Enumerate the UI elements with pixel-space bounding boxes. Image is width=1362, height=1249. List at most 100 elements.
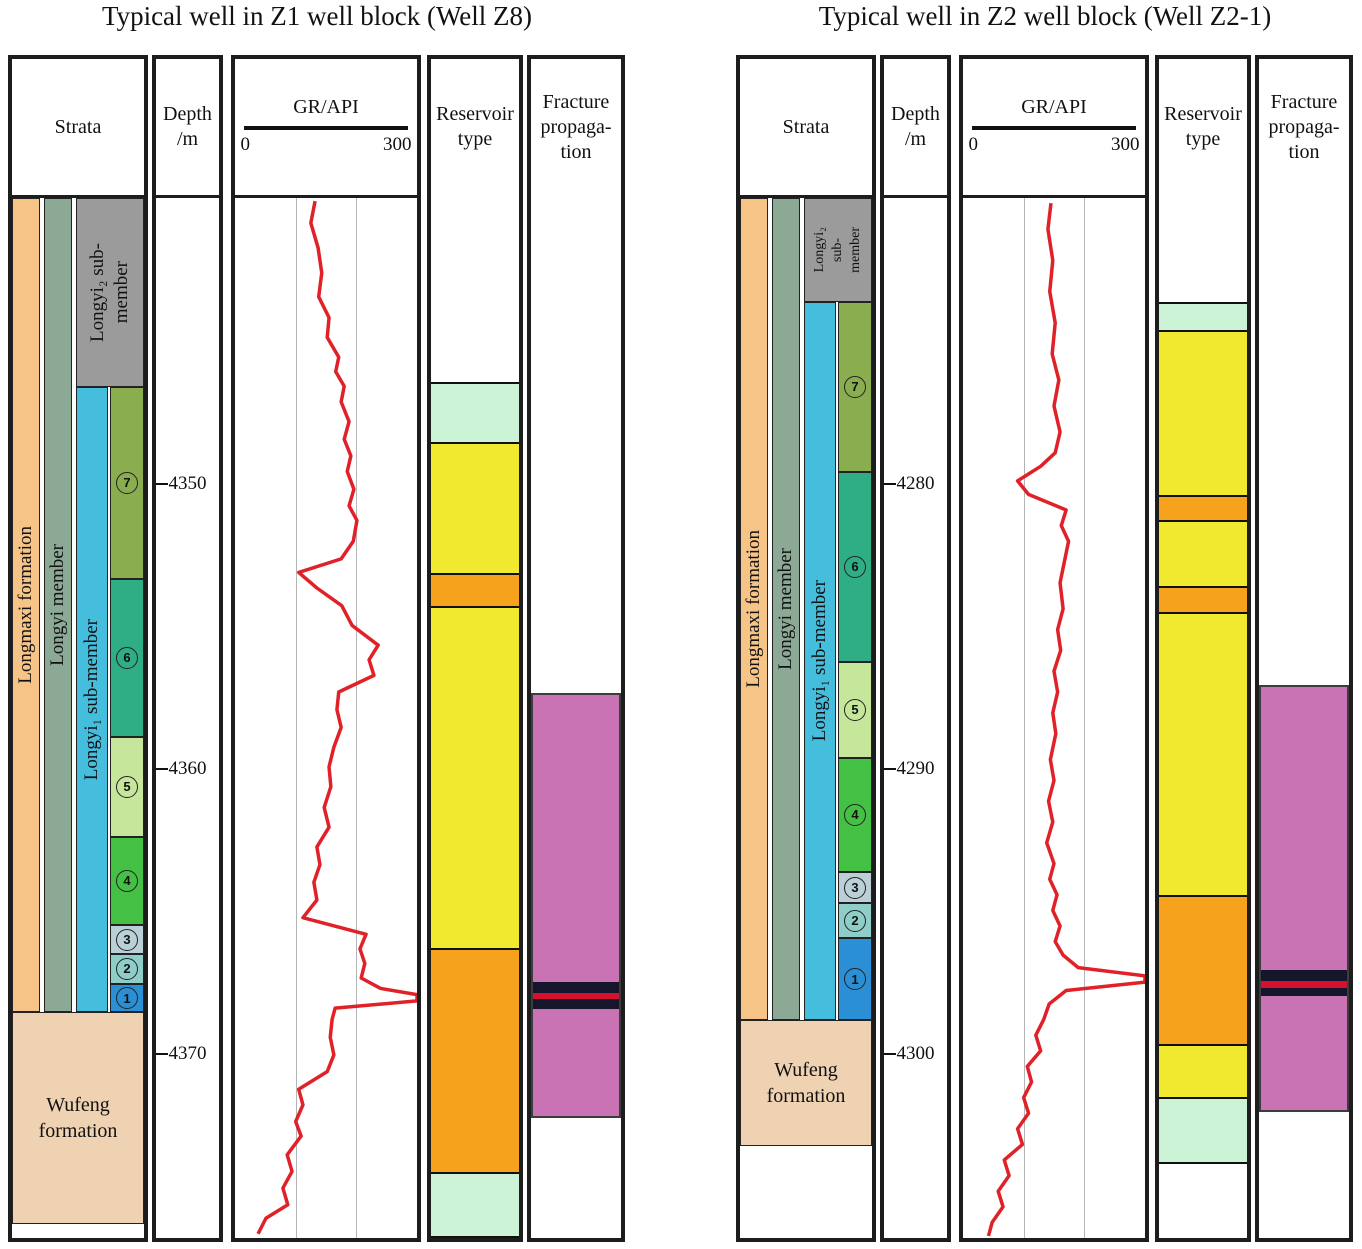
strata-label: Wufeng formation bbox=[767, 1057, 846, 1109]
strata-label-line: Wufeng bbox=[774, 1059, 838, 1082]
fracture-band bbox=[533, 992, 619, 1000]
layer-number: 7 bbox=[843, 375, 866, 398]
strata-label: Longyi member bbox=[775, 548, 797, 670]
wufeng-formation: Wufeng formation bbox=[740, 1019, 872, 1147]
gr-scale-line bbox=[972, 126, 1136, 130]
fracture-band bbox=[533, 981, 619, 993]
layer-5: 5 bbox=[837, 661, 872, 758]
fracture-header-line2: propaga- bbox=[1268, 115, 1340, 138]
strata-label-line: Longyi₂ sub- bbox=[87, 242, 108, 342]
depth-column: Depth /m 4350 4360 4370 bbox=[152, 55, 223, 1242]
fracture-band bbox=[1261, 686, 1347, 971]
reservoir-band bbox=[1159, 1096, 1247, 1165]
layer-number: 6 bbox=[843, 555, 866, 578]
depth-label: 4350 bbox=[168, 473, 207, 494]
reservoir-header-line2: type bbox=[457, 128, 493, 150]
gr-max-label: 300 bbox=[383, 134, 412, 155]
strata-label-line: Longyi₂ bbox=[812, 227, 827, 273]
well-panel-z1: Typical well in Z1 well block (Well Z8) … bbox=[8, 0, 626, 1249]
strata-body: Longmaxi formation Longyi member Longyi₂ s… bbox=[12, 198, 144, 1238]
strata-label-line: formation bbox=[766, 1085, 846, 1108]
strata-body: Longmaxi formation Longyi member Longyi₂ su… bbox=[740, 198, 872, 1238]
depth-header-line1: Depth bbox=[163, 103, 212, 125]
reservoir-band bbox=[1159, 302, 1247, 331]
layer-7: 7 bbox=[837, 302, 872, 472]
reservoir-header-line2: type bbox=[1185, 128, 1221, 150]
fracture-header-line2: propaga- bbox=[540, 115, 612, 138]
strata-label: Longyi₁ sub-member bbox=[809, 580, 831, 741]
reservoir-band bbox=[431, 573, 519, 606]
depth-tick bbox=[884, 483, 896, 485]
strata-label-line: Wufeng bbox=[46, 1094, 110, 1117]
fracture-band bbox=[533, 999, 619, 1009]
gr-axis-title: GR/API bbox=[1021, 96, 1087, 118]
reservoir-header-line1: Reservoir bbox=[436, 103, 514, 125]
strata-label-line: member bbox=[848, 227, 863, 273]
reservoir-column: Reservoir type bbox=[1155, 55, 1251, 1242]
wufeng-formation: Wufeng formation bbox=[12, 1012, 144, 1225]
depth-label: 4280 bbox=[896, 473, 935, 494]
fracture-header-line1: Fracture bbox=[542, 90, 610, 113]
depth-tick bbox=[156, 1052, 168, 1055]
gr-max-label: 300 bbox=[1111, 134, 1140, 155]
panel-title: Typical well in Z1 well block (Well Z8) bbox=[101, 1, 533, 31]
panel-title: Typical well in Z2 well block (Well Z2-1… bbox=[818, 1, 1272, 31]
layer-number: 4 bbox=[843, 803, 866, 826]
fracture-stack bbox=[531, 693, 621, 1119]
fracture-body bbox=[531, 198, 621, 1238]
layer-number: 4 bbox=[115, 869, 138, 892]
strata-label-line: Longmaxi formation bbox=[14, 526, 36, 685]
depth-body: 4280 4290 4300 bbox=[884, 198, 947, 1238]
strata-label-line: Longmaxi formation bbox=[742, 529, 764, 688]
depth-tick bbox=[156, 483, 168, 485]
longyi1-sub-member: Longyi₁ sub-member bbox=[804, 302, 836, 1020]
fracture-header: Fracture propaga- tion bbox=[1259, 59, 1349, 198]
layer-1: 1 bbox=[837, 938, 872, 1020]
gr-scale-ends: 0 300 bbox=[240, 133, 411, 157]
depth-header-line1: Depth bbox=[891, 103, 940, 125]
strata-column: Strata Longmaxi formation Longyi member Lo… bbox=[736, 55, 876, 1242]
reservoir-band bbox=[1159, 520, 1247, 586]
gr-scale-ends: 0 300 bbox=[968, 133, 1139, 157]
depth-header-line2: /m bbox=[904, 128, 927, 150]
layer-number: 2 bbox=[115, 957, 138, 980]
strata-label: Longmaxi formation bbox=[743, 530, 765, 688]
layer-6: 6 bbox=[109, 578, 144, 737]
fracture-header-line3: tion bbox=[560, 140, 592, 163]
strata-label: Longyi member bbox=[47, 544, 69, 666]
reservoir-body bbox=[431, 198, 519, 1238]
layer-3: 3 bbox=[837, 871, 872, 904]
strata-header: Strata bbox=[740, 59, 872, 198]
depth-label: 4290 bbox=[896, 757, 935, 779]
longyi-member: Longyi member bbox=[43, 198, 72, 1013]
reservoir-band bbox=[431, 605, 519, 948]
gr-min-label: 0 bbox=[968, 134, 978, 155]
fracture-header-line3: tion bbox=[1288, 140, 1320, 163]
strata-column: Strata Longmaxi formation Longyi member Lo… bbox=[8, 55, 148, 1242]
reservoir-header: Reservoir type bbox=[431, 59, 519, 198]
reservoir-band bbox=[1159, 894, 1247, 1044]
fracture-band bbox=[1261, 995, 1347, 1111]
depth-column: Depth /m 4280 4290 4300 bbox=[880, 55, 951, 1242]
gr-gridline-200 bbox=[1084, 198, 1086, 1238]
strata-label-line: Longyi₁ sub-member bbox=[808, 580, 830, 742]
depth-label: 4300 bbox=[896, 1042, 935, 1064]
strata-label-line: sub- bbox=[830, 237, 845, 263]
strata-label: Longmaxi formation bbox=[15, 526, 37, 684]
layer-number: 1 bbox=[115, 987, 138, 1010]
depth-tick bbox=[156, 767, 168, 770]
depth-label: 4360 bbox=[168, 757, 207, 779]
fracture-band bbox=[1261, 981, 1347, 988]
longmaxi-formation: Longmaxi formation bbox=[12, 198, 40, 1013]
layer-number: 1 bbox=[843, 968, 866, 991]
reservoir-band bbox=[1159, 1043, 1247, 1097]
strata-header: Strata bbox=[12, 59, 144, 198]
gr-curve bbox=[963, 198, 1145, 1238]
reservoir-band bbox=[1159, 495, 1247, 521]
reservoir-band bbox=[1159, 330, 1247, 496]
layer-2: 2 bbox=[109, 954, 144, 984]
layer-5: 5 bbox=[109, 736, 144, 837]
fracture-band bbox=[533, 1008, 619, 1117]
layer-7: 7 bbox=[109, 386, 144, 579]
